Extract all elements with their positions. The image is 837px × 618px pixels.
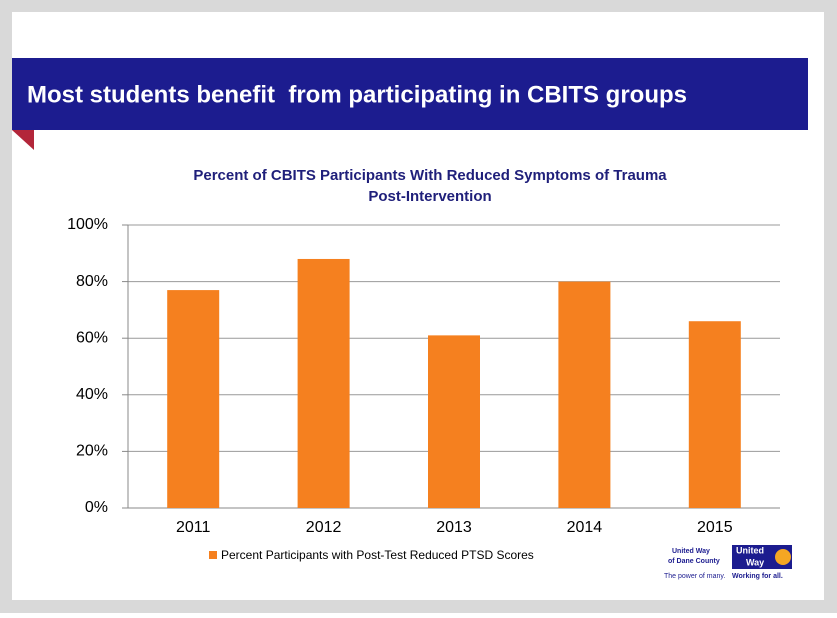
logo-text: United Way [672,548,710,555]
logo: United Way of Dane County United Way The… [664,545,792,580]
bar [297,258,350,508]
bar [558,281,611,508]
logo-tagline: Working for all. [732,573,783,580]
legend-label: Percent Participants with Post-Test Redu… [221,548,534,562]
logo-text: of Dane County [668,558,720,565]
x-tick-label: 2014 [567,519,603,536]
chart-title: Percent of CBITS Participants With Reduc… [193,167,667,184]
banner-fold [12,130,34,150]
y-tick-label: 100% [67,216,108,233]
bar [688,321,741,508]
y-tick-label: 20% [76,443,108,460]
y-tick-label: 40% [76,386,108,403]
y-tick-label: 0% [85,499,108,516]
chart-title: Post-Intervention [368,188,491,205]
logo-text: Way [746,557,764,567]
x-tick-label: 2015 [697,519,733,536]
x-tick-label: 2013 [436,519,472,536]
y-tick-label: 80% [76,273,108,290]
logo-text: United [736,545,764,555]
logo-tagline: The power of many. [664,573,725,580]
slide-title: Most students benefit from participating… [27,81,687,108]
banner [12,58,808,130]
x-tick-label: 2012 [306,519,342,536]
bar [167,290,220,508]
logo-icon [775,549,791,565]
legend-swatch [209,551,217,559]
bar [428,335,480,508]
x-tick-label: 2011 [176,519,211,536]
y-tick-label: 60% [76,329,108,346]
